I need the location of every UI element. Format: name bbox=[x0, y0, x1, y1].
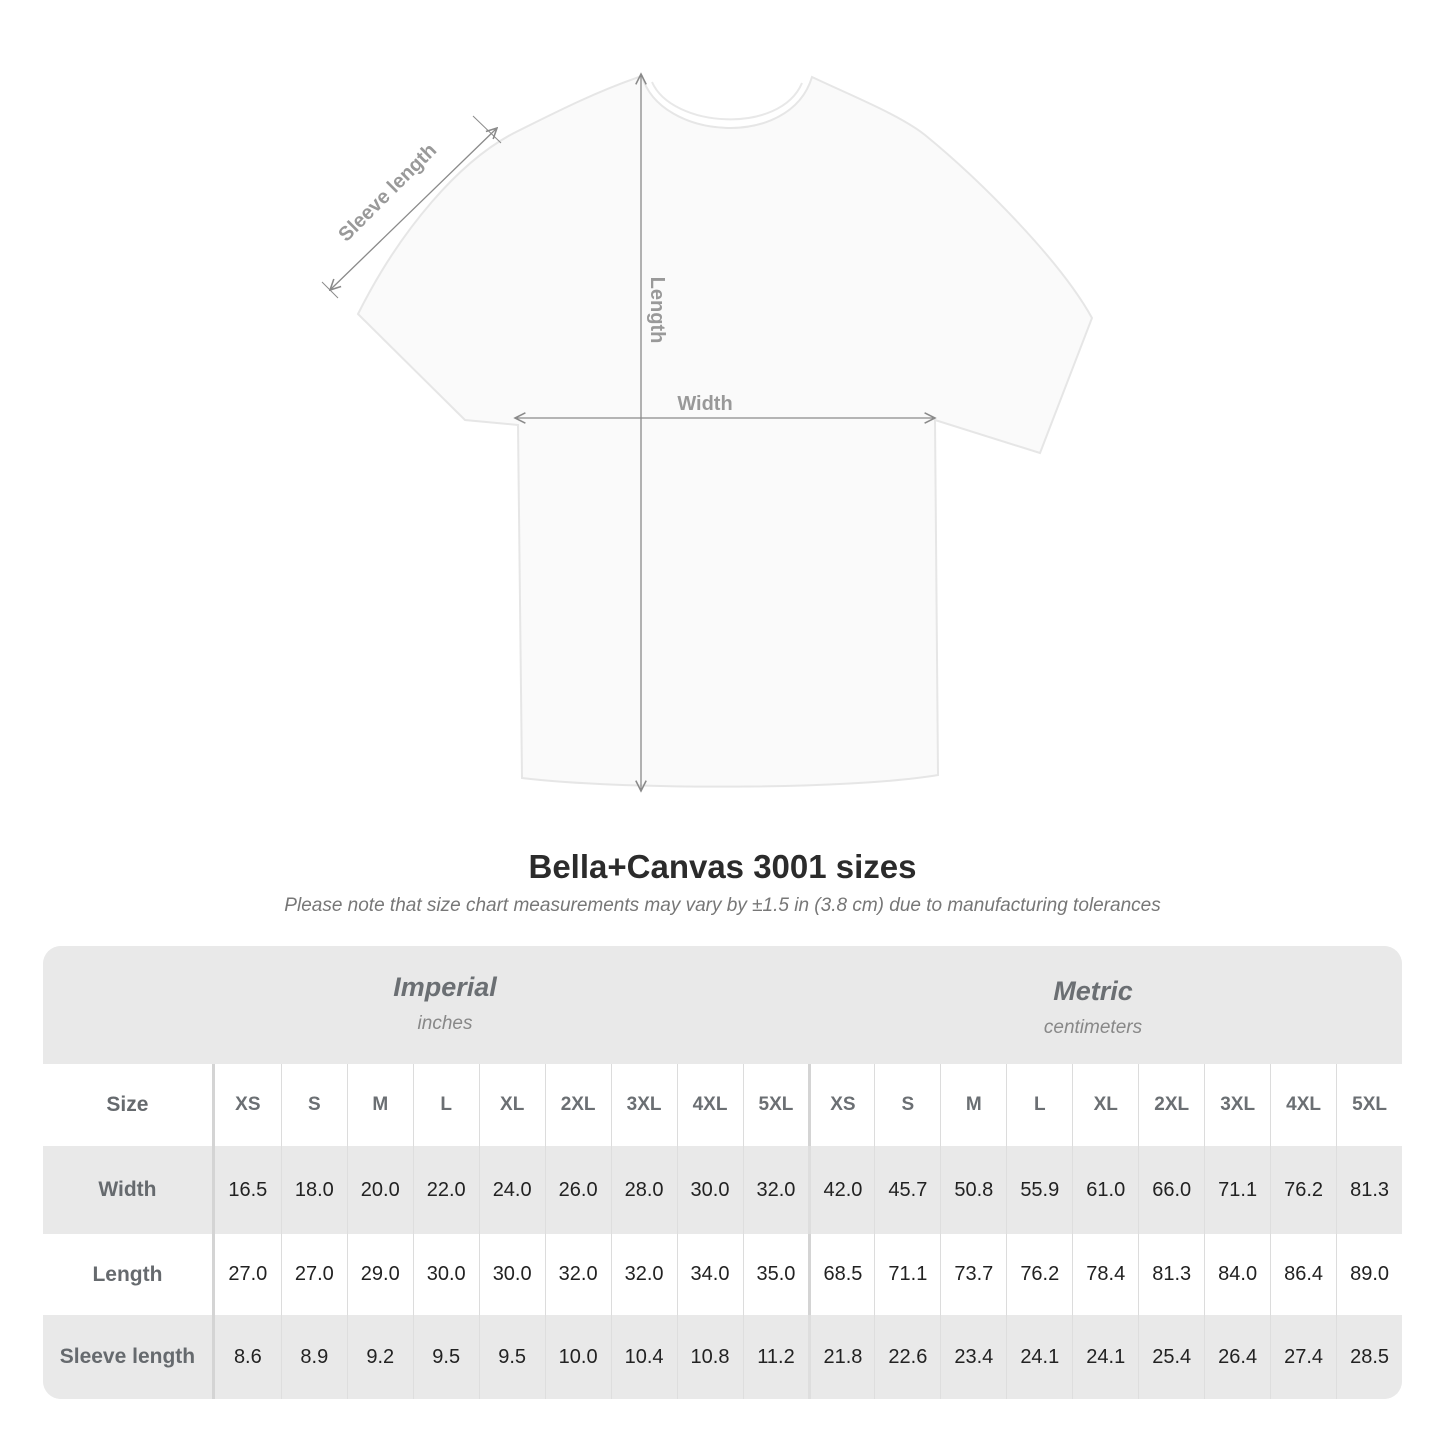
value-cell-metric: 28.5 bbox=[1336, 1315, 1402, 1399]
value-cell-imperial: 30.0 bbox=[676, 1146, 743, 1234]
value-cell-imperial: 27.0 bbox=[228, 1263, 268, 1285]
metric-header: Metric centimeters bbox=[863, 976, 1323, 1039]
value-cell-metric: 42.0 bbox=[808, 1146, 874, 1234]
value-cell-imperial: 22.0 bbox=[412, 1146, 479, 1234]
value-cell-metric: 21.8 bbox=[808, 1315, 874, 1399]
value-cell-imperial: 32.0 bbox=[544, 1234, 611, 1315]
value-cell-imperial: 30.0 bbox=[478, 1234, 545, 1315]
size-header-imperial: 4XL bbox=[676, 1064, 743, 1146]
width-label: Width bbox=[677, 393, 732, 415]
value-cell-imperial: 18.0 bbox=[280, 1146, 347, 1234]
size-header-imperial: L bbox=[412, 1064, 479, 1146]
value-cell-metric: 26.4 bbox=[1204, 1315, 1270, 1399]
value-cell-metric: 24.1 bbox=[1006, 1315, 1072, 1399]
size-header-imperial: 2XL bbox=[544, 1064, 611, 1146]
size-header-imperial: S bbox=[280, 1064, 347, 1146]
value-cell-imperial: 8.9 bbox=[280, 1315, 347, 1399]
tshirt-diagram: Sleeve length Length Width bbox=[321, 0, 1094, 820]
size-header-imperial: XS bbox=[235, 1094, 261, 1115]
value-cell-metric: 81.3 bbox=[1138, 1234, 1204, 1315]
value-cell-metric: 71.1 bbox=[1204, 1146, 1270, 1234]
size-header-imperial: XL bbox=[478, 1064, 545, 1146]
value-cell-imperial: 27.0 bbox=[280, 1234, 347, 1315]
row-label: Size bbox=[43, 1064, 215, 1146]
value-cell-imperial: 32.0 bbox=[742, 1146, 809, 1234]
value-cell-metric: 61.0 bbox=[1072, 1146, 1138, 1234]
value-cell-metric: 45.7 bbox=[874, 1146, 940, 1234]
value-cell-imperial: 16.5 bbox=[228, 1178, 268, 1201]
value-cell-metric: 66.0 bbox=[1138, 1146, 1204, 1234]
size-header-metric: 5XL bbox=[1336, 1064, 1402, 1146]
imperial-unit: inches bbox=[417, 1013, 473, 1034]
table-row: Sleeve length 8.6 8.9 9.2 9.5 9.5 10.0 10.4 10.8… bbox=[43, 1315, 1402, 1399]
value-cell-imperial: 10.8 bbox=[676, 1315, 743, 1399]
value-cell-imperial: 9.5 bbox=[478, 1315, 545, 1399]
value-cell-imperial: 9.2 bbox=[346, 1315, 413, 1399]
metric-title: Metric bbox=[1053, 976, 1133, 1006]
value-cell-imperial: 29.0 bbox=[346, 1234, 413, 1315]
size-header-metric: 3XL bbox=[1204, 1064, 1270, 1146]
page-title: Bella+Canvas 3001 sizes bbox=[528, 848, 917, 885]
metric-unit: centimeters bbox=[1043, 1017, 1143, 1038]
value-cell-metric: 73.7 bbox=[940, 1234, 1006, 1315]
value-cell-imperial: 30.0 bbox=[412, 1234, 479, 1315]
value-cell-metric: 68.5 bbox=[808, 1234, 874, 1315]
size-header-metric: 2XL bbox=[1138, 1064, 1204, 1146]
size-header-imperial: 5XL bbox=[742, 1064, 809, 1146]
size-header-imperial: 3XL bbox=[610, 1064, 677, 1146]
value-cell-imperial: 32.0 bbox=[610, 1234, 677, 1315]
value-cell-imperial: 10.4 bbox=[610, 1315, 677, 1399]
tshirt-shape bbox=[356, 74, 1094, 788]
value-cell-imperial: 28.0 bbox=[610, 1146, 677, 1234]
value-cell-metric: 86.4 bbox=[1270, 1234, 1336, 1315]
size-header-metric: XL bbox=[1072, 1064, 1138, 1146]
size-table: Imperial inches Metric centimeters Size X… bbox=[43, 946, 1402, 1399]
value-cell-metric: 55.9 bbox=[1006, 1146, 1072, 1234]
value-cell-metric: 27.4 bbox=[1270, 1315, 1336, 1399]
unit-header bbox=[43, 946, 1402, 1064]
value-cell-metric: 76.2 bbox=[1006, 1234, 1072, 1315]
size-header-metric: 4XL bbox=[1270, 1064, 1336, 1146]
value-cell-metric: 24.1 bbox=[1072, 1315, 1138, 1399]
value-cell-metric: 84.0 bbox=[1204, 1234, 1270, 1315]
value-cell-metric: 78.4 bbox=[1072, 1234, 1138, 1315]
value-cell-imperial: 9.5 bbox=[412, 1315, 479, 1399]
imperial-title: Imperial bbox=[393, 972, 497, 1002]
value-cell-metric: 76.2 bbox=[1270, 1146, 1336, 1234]
value-cell-imperial: 34.0 bbox=[676, 1234, 743, 1315]
sleeve-arrow bbox=[330, 128, 497, 290]
size-header-metric: M bbox=[940, 1064, 1006, 1146]
imperial-header: Imperial inches bbox=[215, 972, 675, 1035]
size-header-metric: S bbox=[874, 1064, 940, 1146]
row-label: Sleeve length bbox=[43, 1315, 215, 1399]
value-cell-imperial: 8.6 bbox=[233, 1345, 262, 1368]
size-header-metric: XS bbox=[808, 1064, 874, 1146]
value-cell-metric: 89.0 bbox=[1336, 1234, 1402, 1315]
value-cell-imperial: 26.0 bbox=[544, 1146, 611, 1234]
value-cell-metric: 23.4 bbox=[940, 1315, 1006, 1399]
value-cell-metric: 25.4 bbox=[1138, 1315, 1204, 1399]
size-header-row: Size XS S M L XL 2XL 3XL 4XL 5XL XS S M L XL 2XL 3XL 4XL 5… bbox=[43, 1064, 1402, 1146]
table-row: Length 27.0 27.0 29.0 30.0 30.0 32.0 32.0 34.0 35… bbox=[43, 1234, 1402, 1315]
value-cell-imperial: 35.0 bbox=[742, 1234, 809, 1315]
size-header-metric: L bbox=[1006, 1064, 1072, 1146]
row-label: Length bbox=[43, 1234, 215, 1315]
value-cell-imperial: 10.0 bbox=[544, 1315, 611, 1399]
tolerance-note: Please note that size chart measurements… bbox=[284, 895, 1161, 916]
value-cell-metric: 71.1 bbox=[874, 1234, 940, 1315]
row-label: Width bbox=[43, 1146, 215, 1234]
table-row: Width 16.5 18.0 20.0 22.0 24.0 26.0 28.0 30.0 32.… bbox=[43, 1146, 1402, 1234]
value-cell-metric: 81.3 bbox=[1336, 1146, 1402, 1234]
value-cell-metric: 50.8 bbox=[940, 1146, 1006, 1234]
size-header-imperial: M bbox=[346, 1064, 413, 1146]
length-label: Length bbox=[646, 277, 668, 344]
value-cell-imperial: 20.0 bbox=[346, 1146, 413, 1234]
value-cell-imperial: 11.2 bbox=[742, 1315, 809, 1399]
value-cell-metric: 22.6 bbox=[874, 1315, 940, 1399]
value-cell-imperial: 24.0 bbox=[478, 1146, 545, 1234]
